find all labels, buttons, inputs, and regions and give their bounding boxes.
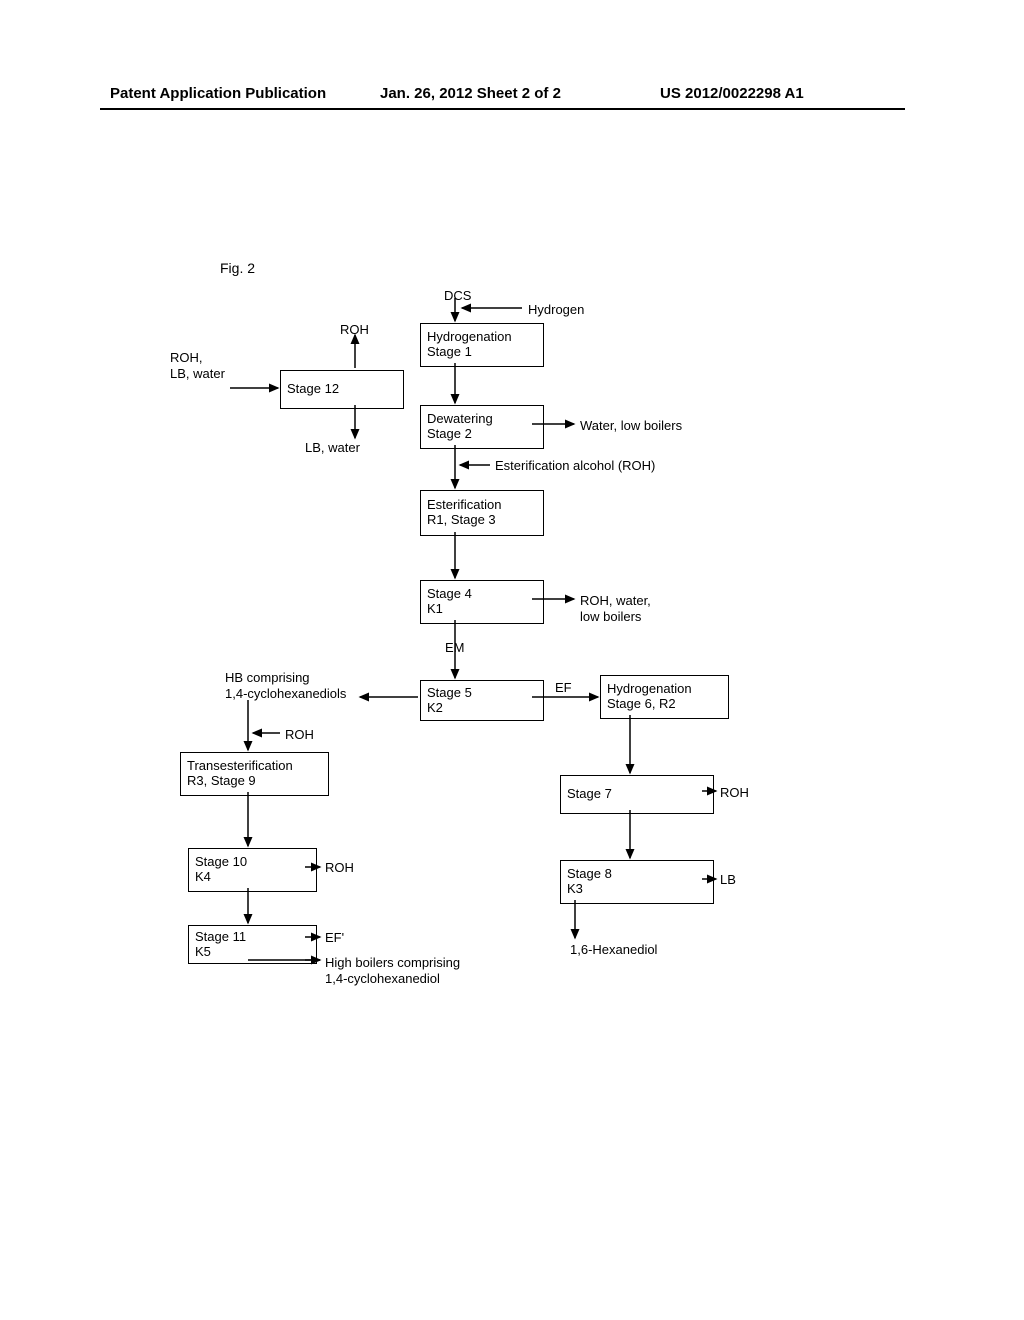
esterification-stage3-box: Esterification R1, Stage 3 [420,490,544,536]
roh-out-s7: ROH [720,785,749,801]
stage12-text: Stage 12 [287,382,397,397]
stage4-box: Stage 4 K1 [420,580,544,624]
stage10-box: Stage 10 K4 [188,848,317,892]
lb-out-s8: LB [720,872,736,888]
stage5-text: Stage 5 K2 [427,686,537,716]
roh-out-s12: ROH [340,322,369,338]
figure-label: Fig. 2 [220,260,255,276]
roh-water-lowboilers: ROH, water, low boilers [580,593,651,624]
dcs-label: DCS [444,288,471,304]
hydrogenation-stage1-text: Hydrogenation Stage 1 [427,330,537,360]
ester-alcohol-in: Esterification alcohol (ROH) [495,458,655,474]
water-low-boilers: Water, low boilers [580,418,682,434]
hexanediol-out: 1,6-Hexanediol [570,942,657,958]
em-label: EM [445,640,465,656]
stage5-box: Stage 5 K2 [420,680,544,721]
stage11-box: Stage 11 K5 [188,925,317,964]
header-right: US 2012/0022298 A1 [660,85,804,102]
stage11-text: Stage 11 K5 [195,930,310,960]
stage7-box: Stage 7 [560,775,714,814]
flowchart-arrows [0,0,1024,1320]
stage7-text: Stage 7 [567,787,707,802]
hb-label: HB comprising 1,4-cyclohexanediols [225,670,346,701]
hydrogenation-stage1-box: Hydrogenation Stage 1 [420,323,544,367]
esterification-stage3-text: Esterification R1, Stage 3 [427,498,537,528]
dewatering-stage2-box: Dewatering Stage 2 [420,405,544,449]
stage10-text: Stage 10 K4 [195,855,310,885]
dewatering-stage2-text: Dewatering Stage 2 [427,412,537,442]
stage4-text: Stage 4 K1 [427,587,537,617]
transesterification-box: Transesterification R3, Stage 9 [180,752,329,796]
header-left: Patent Application Publication [110,85,326,102]
hydrogenation-stage6-text: Hydrogenation Stage 6, R2 [607,682,722,712]
hydrogenation-stage6-box: Hydrogenation Stage 6, R2 [600,675,729,719]
roh-into-trans: ROH [285,727,314,743]
ef-label: EF [555,680,572,696]
lb-water-out: LB, water [305,440,360,456]
stage12-box: Stage 12 [280,370,404,409]
ef-prime-out: EF' [325,930,344,946]
hydrogen-label: Hydrogen [528,302,584,318]
high-boilers-out: High boilers comprising 1,4-cyclohexaned… [325,955,460,986]
stage8-box: Stage 8 K3 [560,860,714,904]
roh-lb-water-in: ROH, LB, water [170,350,225,381]
stage8-text: Stage 8 K3 [567,867,707,897]
roh-out-s10: ROH [325,860,354,876]
header-center: Jan. 26, 2012 Sheet 2 of 2 [380,85,561,102]
transesterification-text: Transesterification R3, Stage 9 [187,759,322,789]
header-rule [100,108,905,110]
